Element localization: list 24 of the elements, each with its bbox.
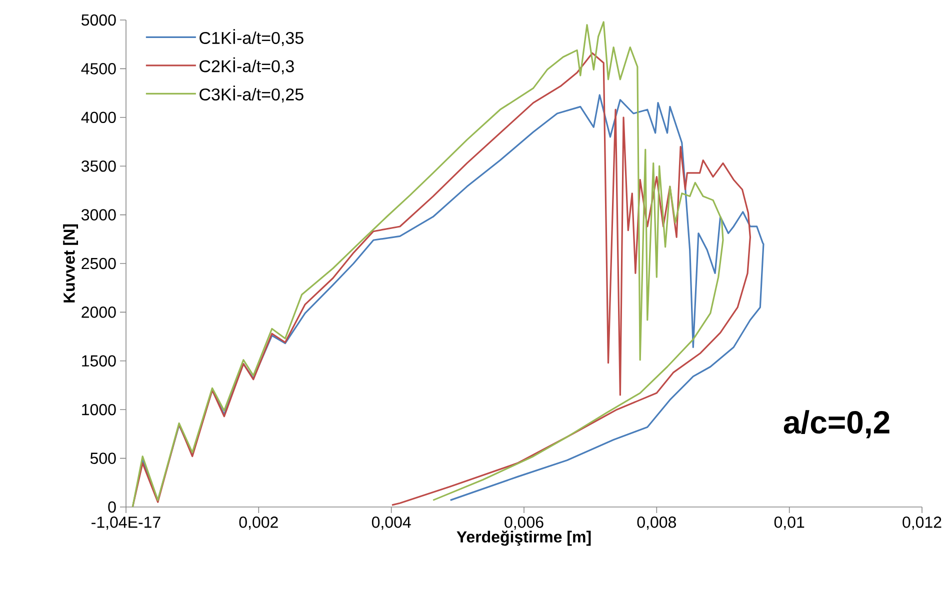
x-tick-label: -1,04E-17 xyxy=(92,516,160,530)
legend-label: C2Kİ-a/t=0,3 xyxy=(200,57,294,74)
annotation: a/c=0,2 xyxy=(784,410,890,438)
y-tick-label: 2500 xyxy=(82,258,116,270)
y-tick-label: 1500 xyxy=(82,355,116,367)
y-tick-label: 5000 xyxy=(82,14,116,26)
x-tick-label: 0,01 xyxy=(774,516,804,530)
x-tick-label: 0,004 xyxy=(372,516,411,530)
y-tick-label: 3000 xyxy=(81,209,116,220)
legend-label: C3Kİ-a/t=0,25 xyxy=(200,86,304,102)
y-tick-label: 4500 xyxy=(81,63,116,74)
y-tick-label: 2000 xyxy=(82,306,116,318)
x-tick-label: 0,002 xyxy=(239,516,278,530)
x-axis-title: Yerdeğiştirme [m] xyxy=(456,530,591,546)
x-tick-label: 0,012 xyxy=(902,516,942,530)
y-tick-label: 3500 xyxy=(81,160,116,172)
y-tick-label: 500 xyxy=(90,452,116,464)
x-tick-label: 0,008 xyxy=(637,516,676,530)
x-tick-label: 0,006 xyxy=(504,516,544,530)
y-tick-label: 0 xyxy=(108,501,116,513)
y-tick-label: 4000 xyxy=(81,112,116,124)
y-tick-label: 1000 xyxy=(82,404,116,416)
legend-label: C1Kİ-a/t=0,35 xyxy=(200,29,304,46)
y-axis-title: Kuvvet [N] xyxy=(63,224,78,302)
